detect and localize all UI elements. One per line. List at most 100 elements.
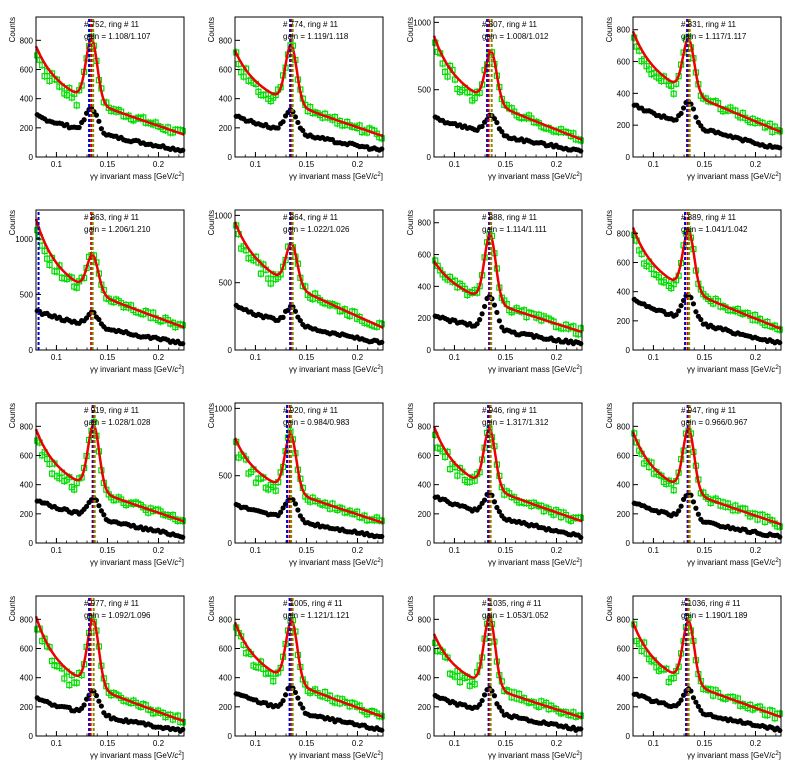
- panel-title: # 864, ring # 11: [283, 213, 339, 222]
- y-tick-label: 200: [20, 510, 34, 519]
- plot-frame: [632, 16, 782, 158]
- black-data-point: [693, 699, 699, 705]
- panel-title: # 1005, ring # 11: [283, 599, 343, 608]
- green-data-point: [48, 70, 56, 77]
- x-axis-label: γγ invariant mass [GeV/c2]: [687, 365, 781, 374]
- black-data-point: [578, 726, 584, 732]
- gain-label: gain = 1.114/1.111: [482, 225, 547, 234]
- black-data-point: [379, 146, 385, 152]
- x-tick-label: 0.1: [449, 546, 461, 555]
- fit-curve: [631, 30, 782, 134]
- black-data-point: [477, 702, 483, 708]
- green-data-point: [73, 102, 80, 109]
- x-tick-label: 0.2: [750, 353, 762, 362]
- y-tick-label: 400: [617, 481, 631, 490]
- green-data-point: [471, 95, 478, 102]
- black-data-point: [690, 499, 697, 505]
- y-tick-label: 600: [617, 58, 631, 67]
- green-data-point: [471, 681, 478, 688]
- black-data-point: [96, 118, 102, 124]
- chart-svg: 0.1 0.15 0.2 0 200 400 600 800 γγ invariant mass…: [605, 595, 783, 760]
- x-tick-label: 0.1: [449, 353, 461, 362]
- y-tick-label: 200: [617, 703, 631, 712]
- y-tick-label: 0: [228, 153, 233, 162]
- chart-panel: 0.1 0.15 0.2 0 500 1000 γγ invariant mass [GeV…: [0, 193, 199, 386]
- y-tick-label: 400: [418, 481, 432, 490]
- x-tick-label: 0.1: [51, 546, 63, 555]
- y-tick-label: 600: [219, 66, 233, 75]
- fit-curve: [631, 227, 782, 330]
- black-data-point: [91, 688, 97, 695]
- gain-label: gain = 1.022/1.026: [283, 225, 350, 234]
- plot-frame: [35, 402, 185, 544]
- x-tick-label: 0.2: [352, 160, 364, 169]
- fit-curve: [432, 232, 583, 334]
- x-tick-label: 0.2: [551, 739, 563, 748]
- x-axis-label: γγ invariant mass [GeV/c2]: [90, 172, 184, 181]
- black-data-point: [676, 308, 682, 314]
- fit-curve: [631, 427, 782, 526]
- green-data-point: [53, 76, 61, 83]
- y-tick-label: 500: [20, 290, 34, 299]
- black-data-point: [93, 112, 100, 118]
- y-tick-label: 200: [418, 703, 432, 712]
- black-data-point: [477, 317, 483, 323]
- black-data-point: [98, 508, 104, 514]
- y-tick-label: 600: [20, 452, 34, 461]
- black-data-point: [96, 698, 102, 704]
- y-axis-label: Counts: [207, 403, 216, 428]
- x-tick-label: 0.1: [449, 160, 461, 169]
- x-axis-label: γγ invariant mass [GeV/c2]: [687, 751, 781, 760]
- plot-frame: [234, 16, 384, 158]
- chart-panel: 0.1 0.15 0.2 0 500 1000 γγ invariant mass [GeV…: [199, 193, 398, 386]
- black-data-point: [295, 695, 301, 701]
- black-data-point: [680, 105, 687, 111]
- y-axis-label: Counts: [406, 210, 415, 235]
- y-tick-label: 800: [20, 615, 34, 624]
- green-data-point: [439, 60, 446, 67]
- black-data-point: [678, 503, 684, 509]
- black-data-point: [693, 114, 699, 120]
- x-tick-label: 0.1: [250, 160, 262, 169]
- black-data-point: [278, 509, 284, 515]
- x-tick-label: 0.1: [51, 739, 63, 748]
- black-data-point: [280, 698, 286, 704]
- gain-label: gain = 0.984/0.983: [283, 418, 350, 427]
- x-tick-label: 0.15: [100, 353, 116, 362]
- y-axis-label: Counts: [8, 210, 17, 235]
- plot-frame: [35, 16, 185, 158]
- black-data-point: [98, 126, 104, 132]
- y-axis-label: Counts: [207, 210, 216, 235]
- chart-panel: 0.1 0.15 0.2 0 200 400 600 800 γγ invariant mass…: [398, 386, 597, 579]
- black-data-point: [297, 701, 303, 707]
- x-tick-label: 0.1: [250, 353, 262, 362]
- black-data-point: [292, 501, 299, 507]
- black-data-point: [496, 509, 502, 515]
- green-data-point: [61, 675, 68, 682]
- black-data-point: [688, 688, 694, 694]
- green-data-point: [670, 674, 677, 682]
- gain-label: gain = 1.317/1.312: [482, 418, 549, 427]
- panel-title: # 947, ring # 11: [681, 406, 737, 415]
- y-tick-label: 200: [20, 703, 34, 712]
- panel-title: # 863, ring # 11: [84, 213, 140, 222]
- y-tick-label: 0: [427, 346, 432, 355]
- y-tick-label: 800: [617, 26, 631, 35]
- black-data-point: [479, 311, 485, 317]
- y-tick-label: 500: [219, 472, 233, 481]
- black-data-point: [496, 318, 502, 324]
- y-tick-label: 0: [626, 346, 631, 355]
- black-data-point: [695, 703, 701, 709]
- y-tick-label: 0: [228, 732, 233, 741]
- gain-label: gain = 1.190/1.189: [681, 611, 748, 620]
- black-data-point: [180, 147, 186, 153]
- chart-panel: 0.1 0.15 0.2 0 200 400 600 800 γγ invariant mass…: [199, 579, 398, 772]
- x-tick-label: 0.2: [352, 353, 364, 362]
- y-tick-label: 800: [219, 36, 233, 45]
- y-axis-label: Counts: [406, 403, 415, 428]
- chart-svg: 0.1 0.15 0.2 0 500 1000 γγ invariant mass [GeV…: [207, 209, 385, 374]
- black-data-point: [96, 316, 102, 323]
- black-data-point: [777, 340, 783, 346]
- x-tick-label: 0.2: [750, 739, 762, 748]
- green-data-point: [267, 280, 274, 287]
